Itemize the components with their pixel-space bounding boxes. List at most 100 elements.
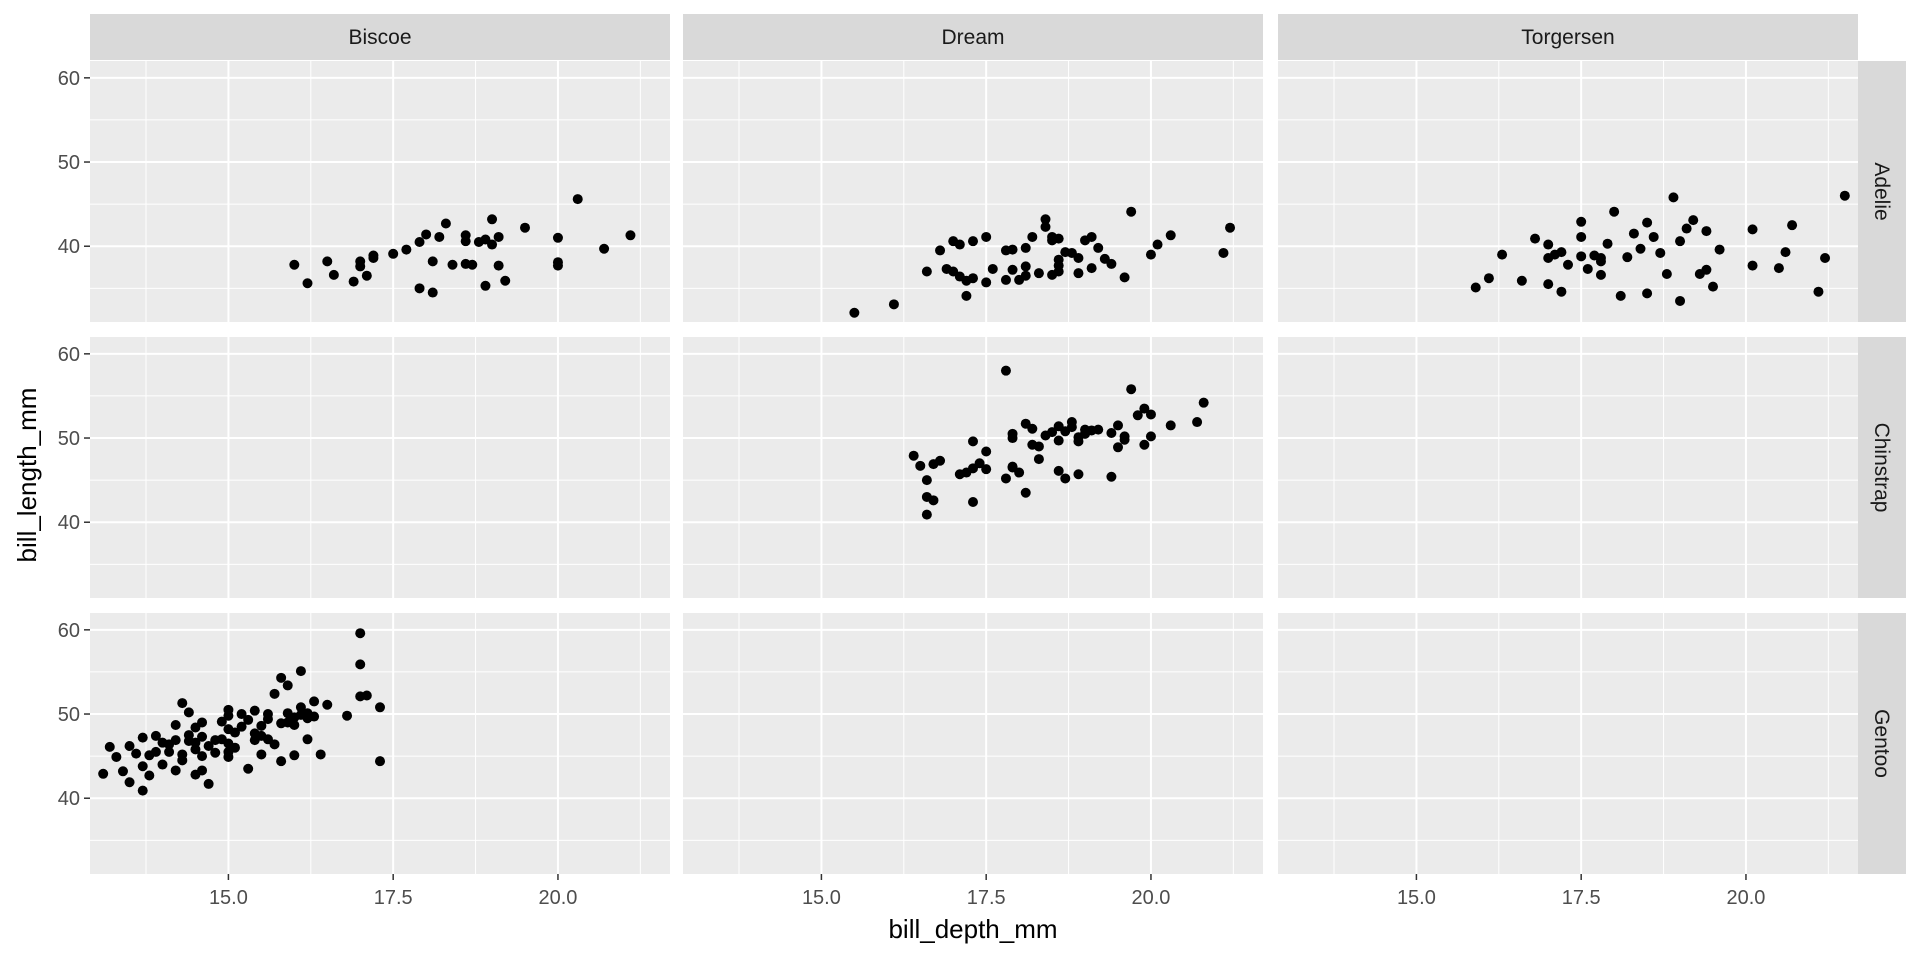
data-point (1198, 397, 1209, 408)
data-point (183, 730, 194, 741)
data-point (1139, 439, 1150, 450)
data-point (915, 460, 926, 471)
data-point (1007, 433, 1018, 444)
data-point (1780, 247, 1791, 258)
data-point (968, 497, 978, 508)
data-point (1563, 259, 1573, 270)
panel-background (1278, 337, 1858, 598)
row-strip-label: Chinstrap (1870, 423, 1893, 513)
data-point (295, 666, 306, 677)
data-point (1576, 251, 1587, 262)
y-axis-title: bill_length_mm (12, 388, 42, 563)
panel-background (1278, 613, 1858, 874)
row-strips: Adelie Chinstrap Gentoo (1858, 61, 1906, 874)
data-point (1060, 473, 1071, 484)
data-point (1165, 230, 1176, 241)
y-tick-label: 40 (58, 788, 80, 810)
x-tick-label: 20.0 (1726, 887, 1765, 909)
row-strip-gentoo (1858, 613, 1906, 874)
panel-chinstrap-biscoe (90, 337, 670, 598)
data-point (1708, 281, 1718, 292)
data-point (157, 737, 168, 748)
y-tick-label: 40 (58, 512, 80, 534)
data-point (1126, 384, 1137, 395)
col-strip-label: Dream (941, 26, 1004, 49)
x-tick-label: 15.0 (209, 887, 248, 909)
data-point (348, 276, 359, 287)
data-point (981, 277, 992, 288)
data-point (1106, 427, 1117, 438)
data-point (295, 702, 306, 713)
data-point (322, 256, 333, 267)
y-tick-label: 60 (58, 620, 80, 642)
data-point (1530, 233, 1541, 244)
data-point (1622, 252, 1633, 263)
y-tick-label: 50 (58, 704, 80, 726)
data-point (1014, 467, 1025, 478)
data-point (289, 750, 300, 761)
data-point (302, 278, 313, 289)
data-point (987, 263, 998, 274)
data-point (124, 777, 135, 788)
data-point (302, 734, 313, 745)
data-point (968, 273, 978, 284)
data-point (164, 746, 175, 757)
y-tick-label: 60 (58, 68, 80, 90)
panel-background (90, 61, 670, 322)
data-point (289, 259, 300, 270)
data-point (1609, 206, 1620, 217)
data-point (1595, 269, 1606, 280)
data-point (98, 768, 109, 779)
data-point (117, 766, 128, 777)
panel-background (90, 337, 670, 598)
data-point (1556, 247, 1567, 258)
data-point (388, 248, 399, 259)
data-point (599, 243, 610, 254)
panel-chinstrap-torgersen (1278, 337, 1858, 598)
data-point (968, 436, 978, 447)
data-point (908, 450, 919, 461)
data-point (1628, 228, 1639, 239)
data-point (342, 710, 353, 721)
data-point (1113, 420, 1123, 431)
data-point (1543, 239, 1554, 250)
data-point (1773, 263, 1784, 274)
data-point (355, 628, 366, 639)
data-point (197, 765, 208, 776)
data-point (1576, 231, 1587, 242)
data-point (137, 761, 148, 772)
data-point (1047, 427, 1058, 438)
data-point (197, 717, 208, 728)
data-point (552, 260, 563, 271)
data-point (1642, 288, 1653, 299)
data-point (487, 239, 498, 250)
col-strip-dream (683, 14, 1263, 60)
data-point (1086, 263, 1097, 274)
data-point (269, 688, 280, 699)
data-point (460, 230, 471, 241)
data-point (170, 719, 181, 730)
data-point (1556, 286, 1567, 297)
data-point (552, 232, 563, 243)
data-point (1681, 223, 1692, 234)
data-point (170, 765, 181, 776)
data-point (487, 214, 498, 225)
panel-background (683, 613, 1263, 874)
data-point (493, 260, 504, 271)
data-point (520, 222, 530, 233)
data-point (981, 231, 992, 242)
y-tick-label: 50 (58, 428, 80, 450)
data-point (935, 245, 946, 256)
data-point (1027, 423, 1038, 434)
data-point (427, 256, 438, 267)
data-point (1027, 231, 1038, 242)
data-point (137, 732, 148, 743)
data-point (954, 239, 965, 250)
row-strip-label: Gentoo (1870, 709, 1893, 778)
data-point (1218, 247, 1229, 258)
panel-adelie-torgersen (1278, 61, 1858, 322)
data-point (1470, 282, 1481, 293)
data-point (177, 755, 188, 766)
data-point (1747, 260, 1758, 271)
data-point (1086, 231, 1097, 242)
